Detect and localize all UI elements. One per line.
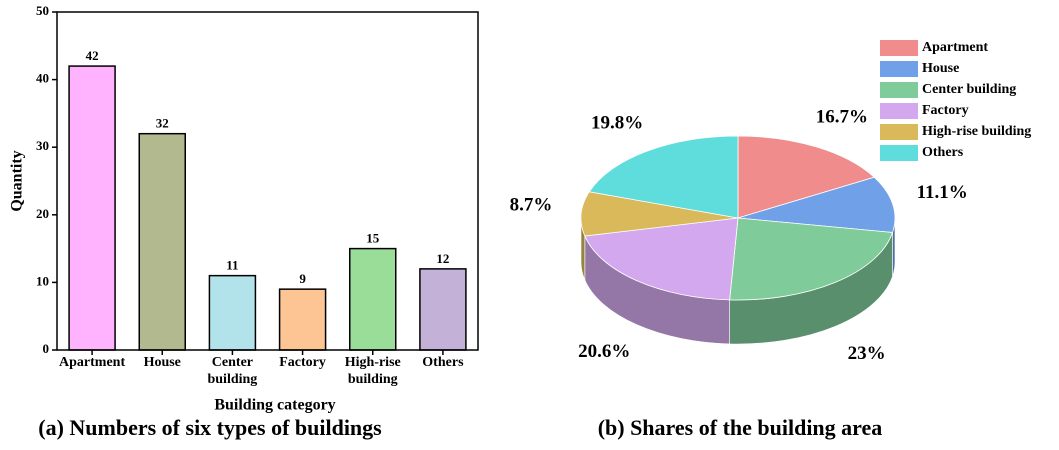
legend-swatch <box>880 82 918 98</box>
legend-swatch <box>880 145 918 161</box>
slice <box>729 217 894 301</box>
legend-label: Apartment <box>922 40 988 55</box>
x-tick-label: Apartment <box>59 355 126 370</box>
slice <box>737 135 876 219</box>
bar <box>138 132 186 351</box>
data-label: 9 <box>299 271 306 286</box>
data-label: 20.6% <box>578 341 630 362</box>
x-tick-label-box: Apartment <box>59 355 126 370</box>
x-tick-label-box: House <box>143 355 181 370</box>
legend-label: House <box>922 61 959 76</box>
y-tick-label: 0 <box>43 341 50 356</box>
bar <box>278 288 327 351</box>
data-label: 15 <box>366 231 380 246</box>
legend-swatch <box>880 124 918 140</box>
x-tick-label-box: Center building <box>207 355 258 387</box>
y-tick-label: 50 <box>36 3 49 18</box>
x-tick-label: Factory <box>279 355 326 370</box>
y-tick-label: 10 <box>36 273 49 288</box>
y-tick-label: 40 <box>36 71 49 86</box>
x-tick-label: House <box>143 355 181 370</box>
legend-swatch <box>880 61 918 77</box>
legend-swatch <box>880 40 918 56</box>
legend-label: Center building <box>922 82 1016 97</box>
x-tick-label: High-rise building <box>344 355 401 387</box>
x-axis-label: Building category <box>214 397 335 414</box>
data-label: 19.8% <box>591 112 643 133</box>
data-label: 11 <box>226 258 238 273</box>
data-label: 16.7% <box>816 107 868 128</box>
slice <box>580 191 739 237</box>
caption: (a) Numbers of six types of buildings <box>38 415 382 440</box>
y-tick-label: 20 <box>36 206 49 221</box>
caption: (b) Shares of the building area <box>598 415 883 440</box>
axes-frame <box>56 11 479 351</box>
slice <box>584 217 739 301</box>
data-label: 32 <box>156 116 169 131</box>
legend-label: Factory <box>922 103 969 118</box>
data-label: 11.1% <box>917 182 968 203</box>
legend-label: High-rise building <box>922 124 1031 139</box>
y-axis-label: Quantity <box>9 150 26 211</box>
legend-label: Others <box>922 145 964 160</box>
data-label: 12 <box>436 251 449 266</box>
legend-swatch <box>880 103 918 119</box>
data-label: 23% <box>848 343 886 364</box>
x-tick-label: Others <box>422 355 464 370</box>
y-tick-label: 30 <box>36 138 49 153</box>
x-tick-label: Center building <box>207 355 258 387</box>
slice <box>737 176 896 233</box>
bar <box>68 65 116 351</box>
data-label: 8.7% <box>510 195 553 216</box>
bar <box>349 247 397 351</box>
x-tick-label-box: Factory <box>279 355 326 370</box>
data-label: 42 <box>86 48 99 63</box>
bar <box>419 268 467 351</box>
slice <box>588 135 739 219</box>
x-tick-label-box: High-rise building <box>344 355 401 387</box>
x-tick-label-box: Others <box>422 355 464 370</box>
bar <box>208 274 257 351</box>
